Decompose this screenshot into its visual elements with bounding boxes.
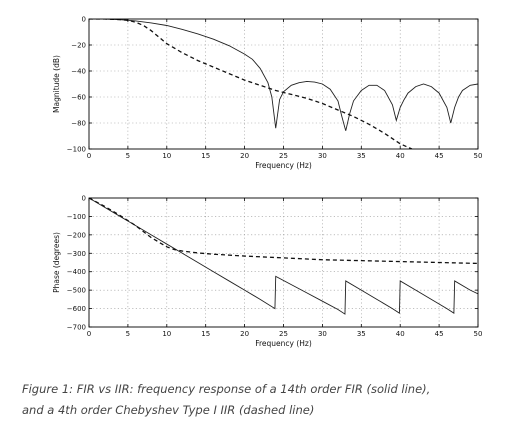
phase-x-axis-label: Frequency (Hz) <box>255 339 312 348</box>
magnitude-x-tick-label: 0 <box>87 152 91 160</box>
magnitude-x-axis-label: Frequency (Hz) <box>255 161 312 170</box>
caption-line-2: and a 4th order Chebyshev Type I IIR (da… <box>22 403 315 417</box>
phase-x-tick-label: 25 <box>279 330 288 338</box>
figure-caption: Figure 1: FIR vs IIR: frequency response… <box>22 379 522 421</box>
magnitude-iir-dashed-line <box>89 19 413 149</box>
magnitude-x-tick-label: 20 <box>240 152 249 160</box>
magnitude-y-tick-label: −80 <box>71 120 86 128</box>
phase-y-tick-label: 0 <box>82 195 86 203</box>
phase-y-axis-label: Phase (degrees) <box>52 232 61 293</box>
magnitude-y-tick-label: −60 <box>71 94 86 102</box>
magnitude-x-tick-label: 45 <box>435 152 444 160</box>
phase-y-tick-label: −100 <box>67 213 86 221</box>
phase-x-tick-label: 15 <box>201 330 210 338</box>
magnitude-x-tick-label: 40 <box>396 152 405 160</box>
magnitude-y-tick-label: −40 <box>71 68 86 76</box>
phase-x-tick-label: 0 <box>87 330 91 338</box>
phase-x-tick-label: 10 <box>162 330 171 338</box>
phase-x-tick-label: 35 <box>357 330 366 338</box>
phase-y-tick-label: −400 <box>67 268 86 276</box>
phase-chart: 0 5 10 15 20 25 30 35 40 45 50 0 −100 −200 −300 −400 −50… <box>52 195 482 349</box>
magnitude-x-tick-label: 25 <box>279 152 288 160</box>
magnitude-y-tick-label: −20 <box>71 42 86 50</box>
phase-x-tick-label: 40 <box>396 330 405 338</box>
phase-y-tick-label: −500 <box>67 287 86 295</box>
phase-x-tick-label: 30 <box>318 330 327 338</box>
magnitude-y-tick-label: 0 <box>82 16 86 24</box>
magnitude-x-tick-label: 35 <box>357 152 366 160</box>
phase-x-tick-label: 20 <box>240 330 249 338</box>
magnitude-y-tick-label: −100 <box>67 146 86 154</box>
phase-y-tick-label: −700 <box>67 324 86 332</box>
magnitude-x-tick-label: 10 <box>162 152 171 160</box>
magnitude-chart: 0 5 10 15 20 25 30 35 40 45 50 0 −20 −40 −60 −80 −100 Fre… <box>52 16 482 171</box>
magnitude-x-tick-label: 50 <box>474 152 483 160</box>
phase-y-tick-label: −300 <box>67 250 86 258</box>
phase-iir-dashed-line <box>89 198 478 265</box>
phase-y-tick-label: −600 <box>67 305 86 313</box>
magnitude-x-tick-label: 15 <box>201 152 210 160</box>
magnitude-x-tick-label: 30 <box>318 152 327 160</box>
caption-line-1: Figure 1: FIR vs IIR: frequency response… <box>22 382 431 396</box>
magnitude-fir-solid-line <box>89 19 478 131</box>
phase-fir-solid-line <box>89 198 478 315</box>
magnitude-y-axis-label: Magnitude (dB) <box>52 55 61 113</box>
phase-y-tick-label: −200 <box>67 231 86 239</box>
phase-x-tick-label: 45 <box>435 330 444 338</box>
phase-x-tick-label: 5 <box>126 330 130 338</box>
magnitude-x-tick-label: 5 <box>126 152 130 160</box>
phase-x-tick-label: 50 <box>474 330 483 338</box>
